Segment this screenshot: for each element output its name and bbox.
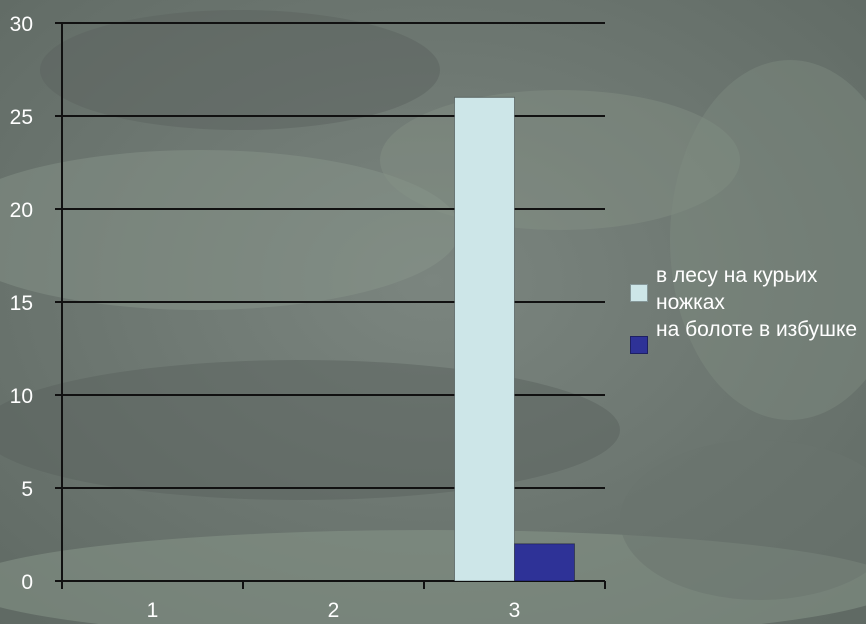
- y-tick-label-25: 25: [10, 106, 33, 129]
- legend-item-swamp: на болоте в избушке: [630, 316, 866, 354]
- bar-3-series-1: [514, 543, 575, 582]
- legend-swatch-forest: [630, 284, 648, 302]
- x-axis-tick-labels: 1 2 3: [147, 599, 521, 622]
- bars: [454, 96, 575, 582]
- y-tick-label-20: 20: [10, 199, 33, 222]
- y-tick-label-30: 30: [10, 13, 33, 36]
- legend-swatch-swamp: [630, 336, 648, 354]
- x-tick-label-1: 1: [147, 599, 159, 622]
- y-axis-tick-labels: 0 5 10 15 20 25 30: [10, 13, 33, 594]
- legend-label-forest: в лесу на курьих ножках: [656, 264, 818, 314]
- y-tick-label-15: 15: [10, 292, 33, 315]
- legend-label-swamp: на болоте в избушке: [656, 318, 858, 341]
- legend: в лесу на курьих ножках на болоте в избу…: [630, 262, 866, 354]
- bar-3-series-0: [454, 96, 515, 582]
- y-tick-label-10: 10: [10, 385, 33, 408]
- y-tick-label-0: 0: [21, 571, 33, 594]
- x-tick-label-3: 3: [509, 599, 521, 622]
- legend-item-forest: в лесу на курьих ножках: [630, 262, 866, 316]
- y-tick-label-5: 5: [21, 478, 33, 501]
- x-tick-label-2: 2: [328, 599, 340, 622]
